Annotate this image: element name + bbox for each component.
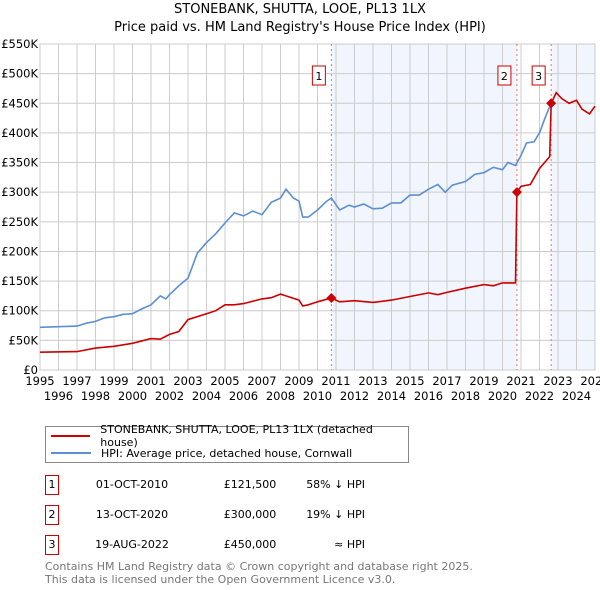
price-chart: 1995199619971998199920002001200220032004… xyxy=(1,37,600,403)
x-tick-label: 2022 xyxy=(525,389,554,403)
x-tick-label: 2023 xyxy=(543,374,572,388)
x-tick-label: 2017 xyxy=(432,374,461,388)
sale-label-box xyxy=(531,65,546,86)
y-tick-label: £150K xyxy=(1,274,38,288)
property-price-line xyxy=(39,91,596,353)
x-tick-label: 2019 xyxy=(469,374,498,388)
sale-label: 2 xyxy=(501,70,508,83)
x-tick-label: 2003 xyxy=(173,374,202,388)
x-tick-label: 2021 xyxy=(506,374,535,388)
x-tick-label: 2013 xyxy=(358,374,387,388)
x-tick-label: 2005 xyxy=(210,374,239,388)
footer: Contains HM Land Registry data © Crown c… xyxy=(45,560,473,586)
y-tick-label: £50K xyxy=(9,333,39,347)
sale-price: £450,000 xyxy=(223,538,277,551)
x-tick-label: 2014 xyxy=(377,389,406,403)
x-tick-label: 2012 xyxy=(340,389,369,403)
y-tick-label: £400K xyxy=(1,126,38,140)
sale-label-box xyxy=(311,65,326,86)
hpi-comparison: ≈ HPI xyxy=(334,538,365,551)
y-tick-label: £100K xyxy=(1,304,38,318)
legend-label: STONEBANK, SHUTTA, LOOE, PL13 1LX (detac… xyxy=(100,423,373,449)
sale-point-marker xyxy=(546,98,557,109)
hpi-line xyxy=(39,104,552,329)
sale-price: £300,000 xyxy=(223,508,277,521)
plot-frame xyxy=(39,43,596,371)
x-tick-label: 1998 xyxy=(81,389,110,403)
legend-item-property: STONEBANK, SHUTTA, LOOE, PL13 1LX (detac… xyxy=(51,423,408,449)
table-row: 3 19-AUG-2022 £450,000 ≈ HPI xyxy=(45,535,445,555)
sale-marker-badge: 3 xyxy=(45,535,59,555)
x-tick-label: 2016 xyxy=(414,389,443,403)
x-tick-label: 1995 xyxy=(25,374,54,388)
copyright-text: Contains HM Land Registry data © Crown c… xyxy=(45,560,473,573)
x-tick-label: 2001 xyxy=(136,374,165,388)
sale-label: 3 xyxy=(535,70,542,83)
x-tick-label: 1999 xyxy=(99,374,128,388)
sale-marker-badge: 2 xyxy=(45,505,59,525)
x-tick-label: 2008 xyxy=(266,389,295,403)
table-row: 1 01-OCT-2010 £121,500 58% ↓ HPI xyxy=(45,475,445,495)
x-tick-label: 2010 xyxy=(303,389,332,403)
hpi-comparison: 58% ↓ HPI xyxy=(306,478,365,491)
sale-date: 01-OCT-2010 xyxy=(95,478,169,491)
chart-title: STONEBANK, SHUTTA, LOOE, PL13 1LX xyxy=(174,2,426,17)
x-tick-label: 2015 xyxy=(395,374,424,388)
x-tick-label: 2018 xyxy=(451,389,480,403)
x-tick-label: 2004 xyxy=(192,389,221,403)
ownership-shading xyxy=(331,44,517,370)
x-tick-label: 2009 xyxy=(284,374,313,388)
x-tick-label: 2011 xyxy=(321,374,350,388)
sale-date: 13-OCT-2020 xyxy=(95,508,169,521)
sale-point-marker xyxy=(326,292,337,303)
licence-text: This data is licensed under the Open Gov… xyxy=(45,573,396,586)
sale-point-marker xyxy=(511,187,522,198)
legend: STONEBANK, SHUTTA, LOOE, PL13 1LX (detac… xyxy=(45,423,409,463)
chart-subtitle: Price paid vs. HM Land Registry's House … xyxy=(114,20,486,35)
hpi-comparison: 19% ↓ HPI xyxy=(306,508,365,521)
x-tick-label: 2024 xyxy=(562,389,591,403)
sale-date: 19-AUG-2022 xyxy=(95,538,169,551)
y-tick-label: £350K xyxy=(1,156,38,170)
sale-label: 1 xyxy=(315,70,322,83)
y-tick-label: £0 xyxy=(23,363,38,377)
red-line-swatch xyxy=(51,435,91,437)
x-tick-label: 2000 xyxy=(118,389,147,403)
legend-label: HPI: Average price, detached house, Corn… xyxy=(101,446,353,460)
y-tick-label: £550K xyxy=(1,37,38,51)
sale-marker-badge: 1 xyxy=(45,475,59,495)
y-tick-label: £500K xyxy=(1,67,38,81)
y-tick-label: £300K xyxy=(1,185,38,199)
y-tick-label: £200K xyxy=(1,244,38,258)
legend-item-hpi: HPI: Average price, detached house, Corn… xyxy=(51,445,352,461)
x-tick-label: 1997 xyxy=(62,374,91,388)
blue-line-swatch xyxy=(51,452,91,454)
x-tick-label: 2025 xyxy=(580,374,600,388)
y-tick-label: £250K xyxy=(1,215,38,229)
sale-price: £121,500 xyxy=(223,478,277,491)
x-tick-label: 2007 xyxy=(247,374,276,388)
sale-label-box xyxy=(497,65,512,86)
x-tick-label: 2020 xyxy=(488,389,517,403)
x-tick-label: 2006 xyxy=(229,389,258,403)
x-tick-label: 1996 xyxy=(44,389,73,403)
x-tick-label: 2002 xyxy=(155,389,184,403)
y-tick-label: £450K xyxy=(1,96,38,110)
table-row: 2 13-OCT-2020 £300,000 19% ↓ HPI xyxy=(45,505,445,525)
